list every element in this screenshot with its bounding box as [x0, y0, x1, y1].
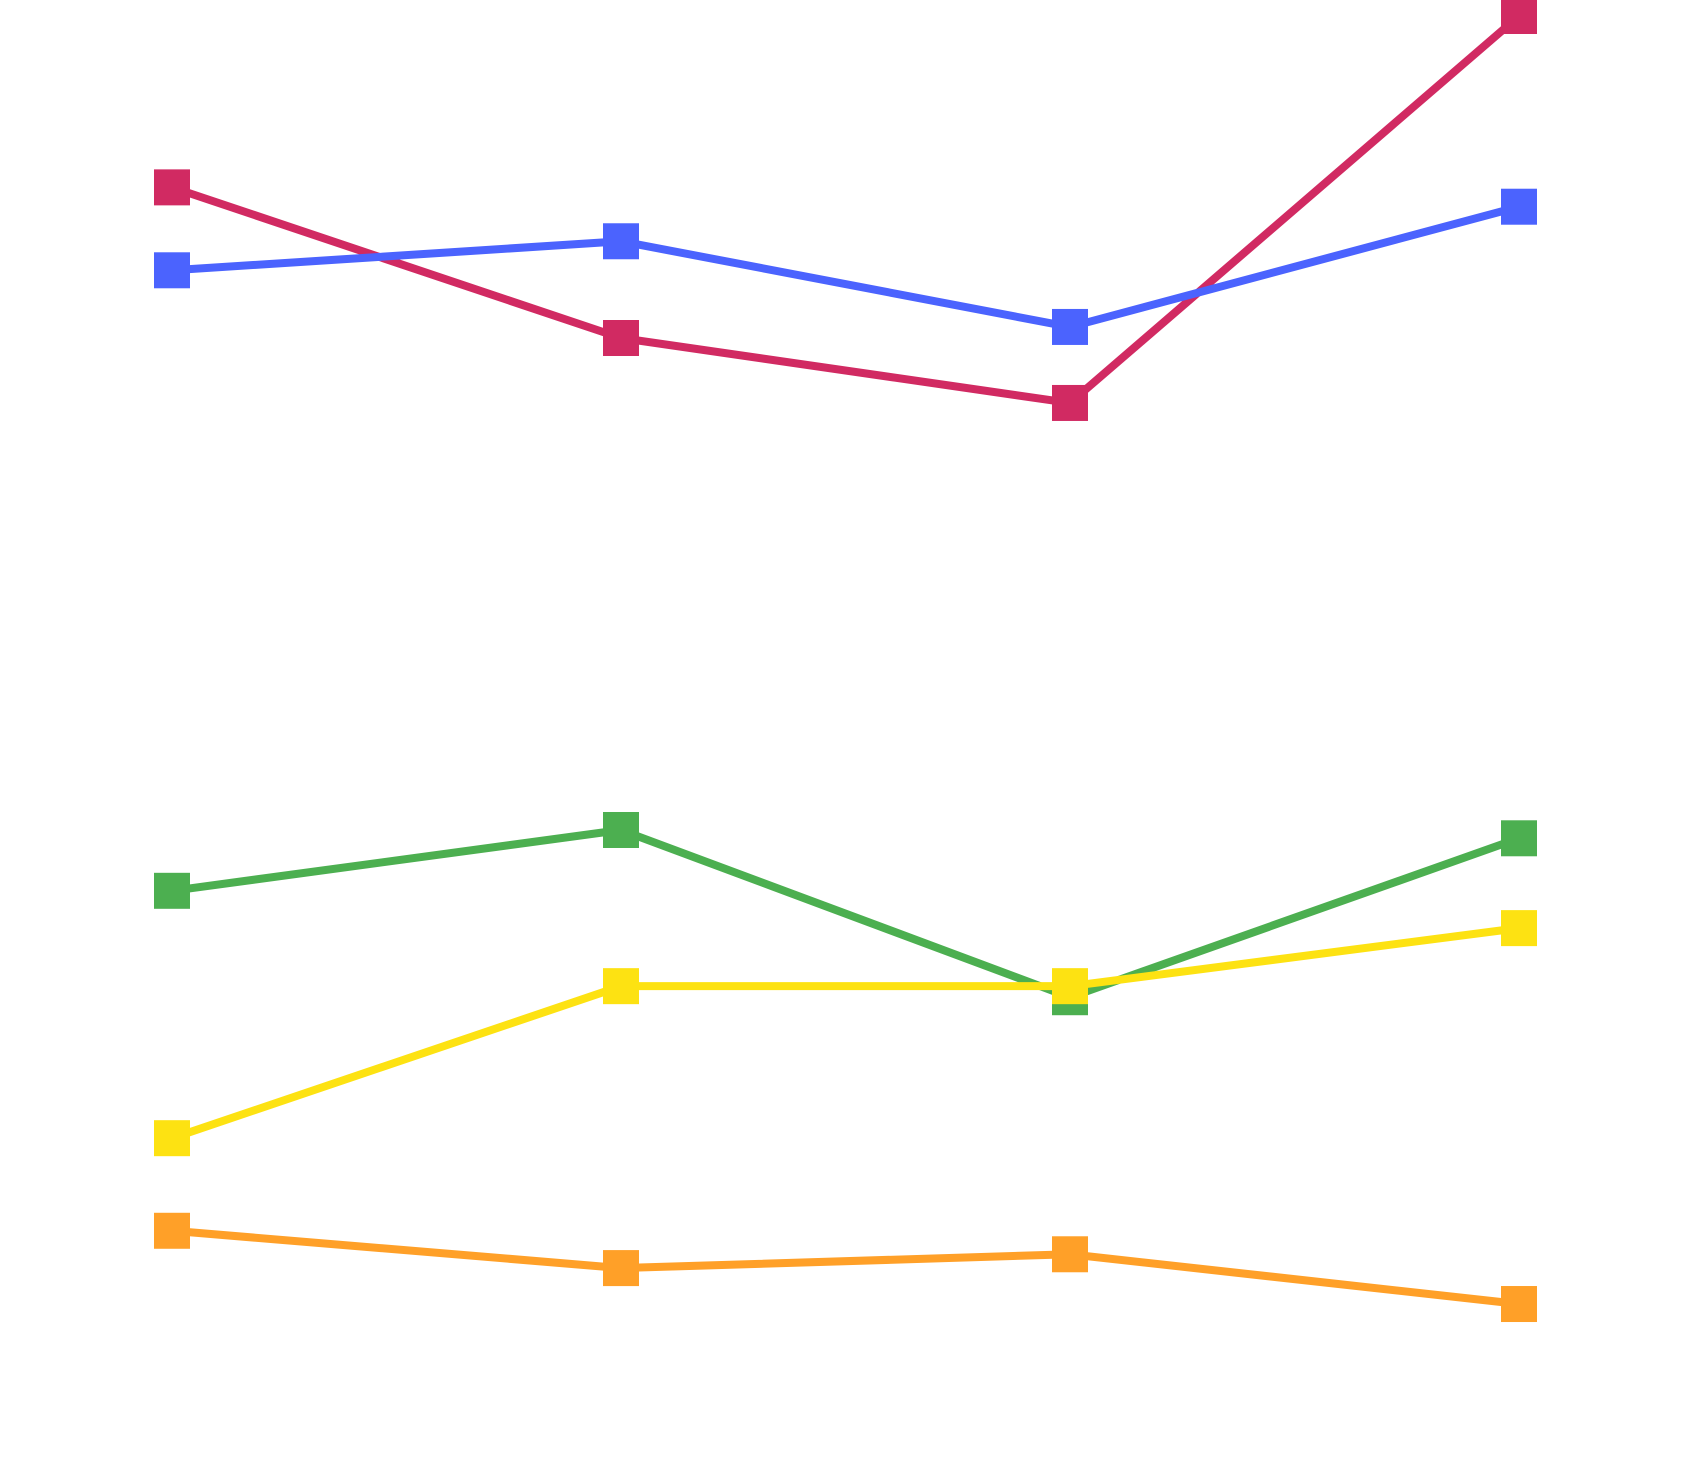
- data-point-2-0: [154, 872, 190, 909]
- series-2: [154, 811, 1537, 1016]
- data-point-3-2: [1052, 968, 1088, 1005]
- data-point-0-0: [154, 169, 190, 206]
- data-point-2-1: [603, 811, 639, 848]
- data-point-4-1: [603, 1250, 639, 1287]
- data-point-0-2: [1052, 384, 1088, 421]
- series-1: [154, 188, 1537, 345]
- series-line-1: [171, 202, 1521, 332]
- data-point-2-3: [1501, 820, 1537, 857]
- data-point-1-0: [154, 252, 190, 289]
- data-point-4-2: [1052, 1236, 1088, 1273]
- data-point-4-0: [154, 1212, 190, 1249]
- series-line-0: [170, 12, 1522, 408]
- data-point-3-1: [603, 968, 639, 1005]
- data-point-4-3: [1501, 1286, 1537, 1323]
- data-point-1-3: [1501, 188, 1537, 225]
- series-line-3: [170, 924, 1520, 1142]
- data-point-1-1: [603, 223, 639, 260]
- data-point-1-2: [1052, 308, 1088, 345]
- series-line-4: [171, 1226, 1520, 1308]
- series-3: [154, 910, 1537, 1157]
- series-line-2: [171, 825, 1521, 1002]
- series-0: [154, 0, 1537, 421]
- data-point-0-3: [1501, 0, 1537, 34]
- series-4: [154, 1212, 1537, 1323]
- data-point-0-1: [603, 320, 639, 357]
- data-point-3-3: [1501, 910, 1537, 947]
- data-point-3-0: [154, 1120, 190, 1157]
